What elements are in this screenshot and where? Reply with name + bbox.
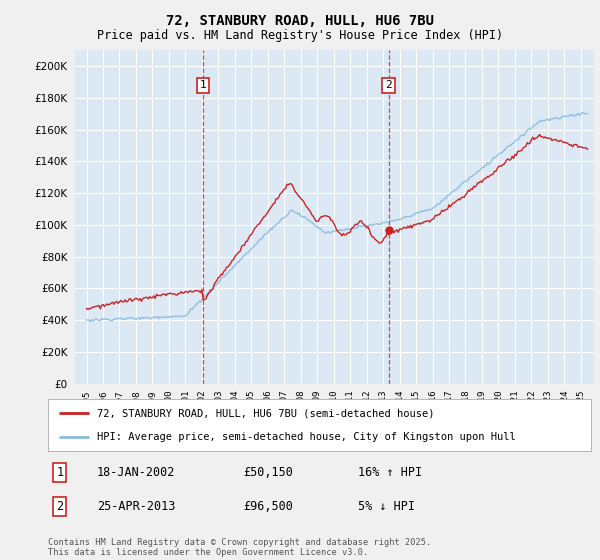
Text: 72, STANBURY ROAD, HULL, HU6 7BU: 72, STANBURY ROAD, HULL, HU6 7BU [166,14,434,28]
Text: 25-APR-2013: 25-APR-2013 [97,500,175,513]
Text: 72, STANBURY ROAD, HULL, HU6 7BU (semi-detached house): 72, STANBURY ROAD, HULL, HU6 7BU (semi-d… [97,408,434,418]
Text: Price paid vs. HM Land Registry's House Price Index (HPI): Price paid vs. HM Land Registry's House … [97,29,503,42]
Text: £50,150: £50,150 [244,466,293,479]
Text: £96,500: £96,500 [244,500,293,513]
Text: 1: 1 [56,466,64,479]
Text: HPI: Average price, semi-detached house, City of Kingston upon Hull: HPI: Average price, semi-detached house,… [97,432,515,442]
Text: Contains HM Land Registry data © Crown copyright and database right 2025.
This d: Contains HM Land Registry data © Crown c… [48,538,431,557]
Text: 1: 1 [199,80,206,90]
Text: 2: 2 [385,80,392,90]
Text: 5% ↓ HPI: 5% ↓ HPI [358,500,415,513]
Text: 18-JAN-2002: 18-JAN-2002 [97,466,175,479]
Text: 2: 2 [56,500,64,513]
Text: 16% ↑ HPI: 16% ↑ HPI [358,466,422,479]
